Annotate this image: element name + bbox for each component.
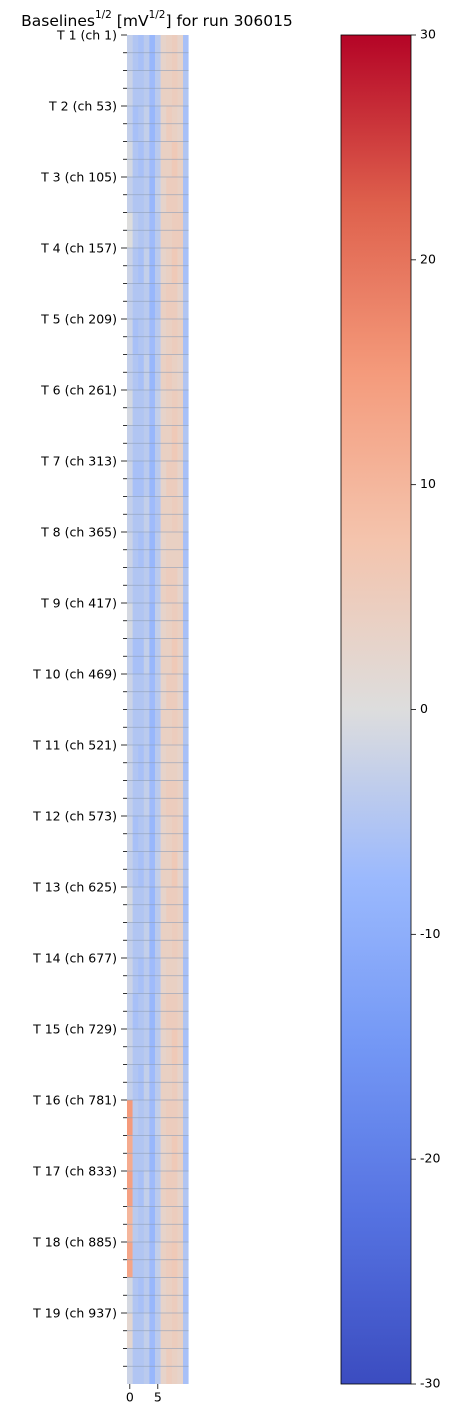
colorbar-tick-label: 30 <box>420 27 436 42</box>
y-tick-label: T 11 (ch 521) <box>32 738 117 753</box>
colorbar-tick-label: -20 <box>420 1151 440 1166</box>
colorbar-tick-label: 0 <box>420 701 428 716</box>
x-tick-label: 5 <box>154 1390 162 1405</box>
title-part: [mV <box>112 12 149 30</box>
y-tick-label: T 13 (ch 625) <box>32 880 117 895</box>
y-tick-label: T 3 (ch 105) <box>40 170 117 185</box>
y-tick-label: T 1 (ch 1) <box>56 28 117 43</box>
y-tick-label: T 5 (ch 209) <box>40 312 117 327</box>
y-tick-label: T 14 (ch 677) <box>32 951 117 966</box>
colorbar-tick-label: -10 <box>420 926 440 941</box>
colorbar <box>340 34 412 1385</box>
colorbar-tick-label: 20 <box>420 251 436 266</box>
y-tick-label: T 19 (ch 937) <box>32 1306 117 1321</box>
colorbar-tick-label: -30 <box>420 1376 440 1391</box>
colorbar-tick-label: 10 <box>420 476 436 491</box>
y-tick-label: T 7 (ch 313) <box>40 454 117 469</box>
x-tick-label: 0 <box>126 1390 134 1405</box>
title-part: 1/2 <box>95 9 112 21</box>
title-part: Baselines <box>21 12 95 30</box>
y-tick-label: T 2 (ch 53) <box>48 99 117 114</box>
title-part: ] for run 306015 <box>165 12 292 30</box>
y-tick-label: T 6 (ch 261) <box>40 383 117 398</box>
y-tick-label: T 9 (ch 417) <box>40 596 117 611</box>
title-part: 1/2 <box>149 9 166 21</box>
y-tick-label: T 8 (ch 365) <box>40 525 117 540</box>
y-tick-label: T 4 (ch 157) <box>40 241 117 256</box>
y-tick-label: T 12 (ch 573) <box>32 809 117 824</box>
y-tick-label: T 15 (ch 729) <box>32 1022 117 1037</box>
y-tick-label: T 17 (ch 833) <box>32 1164 117 1179</box>
chart-title: Baselines1/2 [mV1/2] for run 306015 <box>21 9 293 30</box>
y-tick-label: T 18 (ch 885) <box>32 1235 117 1250</box>
y-tick-label: T 16 (ch 781) <box>32 1093 117 1108</box>
y-tick-label: T 10 (ch 469) <box>32 667 117 682</box>
